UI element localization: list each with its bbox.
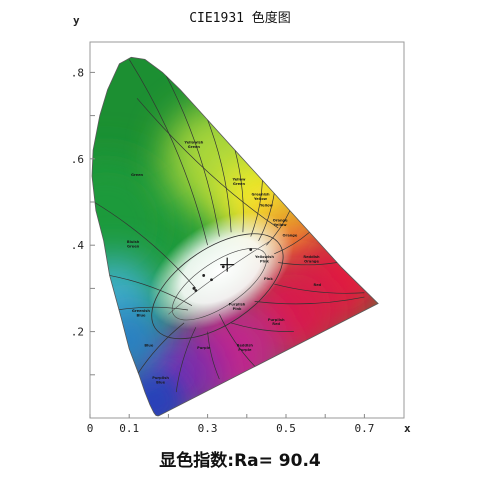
region-label: Greenish Blue (132, 309, 151, 317)
region-boundary-line (207, 331, 220, 380)
region-label: Reddish Purple (237, 344, 254, 352)
region-label: Purplish Pink (229, 303, 246, 311)
color-blob (92, 153, 176, 294)
region-boundaries (93, 59, 365, 393)
spectral-locus (91, 56, 379, 417)
x-axis-label: x (404, 422, 411, 435)
x-tick-label: 0.5 (276, 422, 296, 435)
neutral-ellipse (151, 233, 284, 340)
region-boundary-line (258, 193, 275, 242)
region-boundary-line (207, 119, 232, 233)
region-label: Purplish Red (268, 318, 285, 326)
sample-point (194, 289, 198, 292)
inner-ellipse (171, 248, 267, 321)
y-axis-label: y (73, 14, 80, 27)
y-tick-label: .8 (71, 66, 84, 79)
region-label: Red (313, 283, 321, 287)
region-label: Green (131, 173, 144, 177)
y-tick-label: .2 (71, 326, 84, 339)
region-boundary-line (219, 314, 255, 367)
sample-point (249, 248, 253, 251)
region-label: Orange (283, 234, 298, 238)
region-label: Yellow (259, 203, 274, 207)
region-label: Blue (144, 344, 154, 348)
y-tick-label: .6 (71, 153, 84, 166)
sample-point (202, 274, 206, 277)
color-rendering-index: 显色指数:Ra= 90.4 (159, 450, 321, 471)
chart-title: CIE1931 色度图 (189, 10, 291, 26)
region-boundary-line (250, 180, 263, 237)
region-label: Bluish Green (127, 240, 140, 248)
sample-markers (192, 248, 253, 292)
axis-ticks: 0 0.1 0.3 0.5 0.7 .2 .4 .6 .8 (71, 66, 375, 435)
color-blob (94, 305, 165, 376)
region-boundary-line (109, 275, 193, 306)
sample-point (210, 278, 213, 282)
x-tick-label: 0.1 (119, 422, 139, 435)
region-boundary-line (175, 327, 197, 393)
region-boundary-line (128, 59, 208, 246)
region-label: Orange Yellow (273, 218, 288, 226)
region-label: Pink (264, 277, 273, 281)
region-label: Purple (197, 346, 211, 350)
region-boundary-line (274, 231, 310, 255)
x-tick-label: 0 (87, 422, 94, 435)
region-boundary-line (93, 201, 197, 289)
region-label: Purplish Blue (152, 376, 169, 384)
region-boundary-line (231, 322, 294, 332)
region-boundary-line (164, 72, 220, 237)
region-boundary-line (274, 283, 365, 294)
sample-point (221, 265, 225, 269)
region-boundary-line (254, 296, 365, 305)
region-label: Yellowish Green (183, 141, 203, 149)
region-boundary-line (234, 150, 244, 233)
y-tick-label: .4 (71, 239, 85, 252)
region-boundary-line (278, 262, 338, 266)
planckian-locus (168, 240, 271, 315)
region-label: Yellow Green (231, 177, 246, 185)
gamut-fill (92, 57, 379, 416)
sample-point (192, 287, 196, 290)
region-boundary-line (266, 210, 291, 246)
region-labels: Green Yellowish Green Yellow Green Greenish Ye… (127, 141, 322, 385)
region-boundary-line (136, 98, 279, 229)
region-label: Greenish Yellow (251, 193, 270, 201)
region-label: Yellowish Pink (254, 255, 274, 263)
region-boundary-line (136, 322, 185, 375)
x-tick-label: 0.7 (354, 422, 374, 435)
region-label: Reddish Orange (303, 255, 320, 263)
outer-ellipse (151, 233, 284, 340)
x-tick-label: 0.3 (198, 422, 218, 435)
